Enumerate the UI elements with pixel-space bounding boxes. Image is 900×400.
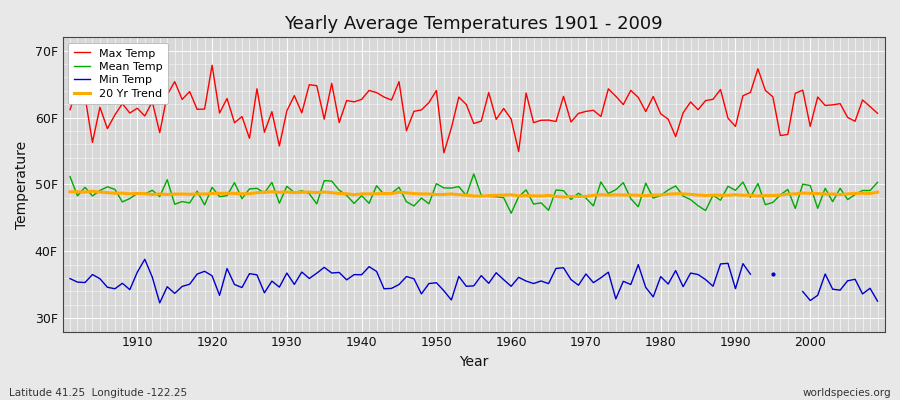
Line: Mean Temp: Mean Temp bbox=[70, 174, 878, 213]
Min Temp bbox=[506, 284, 517, 289]
Min Temp bbox=[289, 282, 300, 287]
20 Yr Trend bbox=[296, 190, 307, 194]
Mean Temp bbox=[506, 211, 517, 216]
Max Temp bbox=[610, 94, 621, 99]
Mean Temp bbox=[872, 180, 883, 185]
Min Temp bbox=[334, 270, 345, 275]
20 Yr Trend bbox=[87, 189, 98, 194]
Min Temp bbox=[65, 276, 76, 281]
20 Yr Trend bbox=[513, 194, 524, 198]
20 Yr Trend bbox=[872, 190, 883, 194]
Mean Temp bbox=[65, 174, 76, 179]
Min Temp bbox=[596, 275, 607, 280]
Min Temp bbox=[872, 299, 883, 304]
Max Temp bbox=[124, 111, 135, 116]
Legend: Max Temp, Mean Temp, Min Temp, 20 Yr Trend: Max Temp, Mean Temp, Min Temp, 20 Yr Tre… bbox=[68, 43, 168, 104]
Max Temp bbox=[341, 98, 352, 103]
Max Temp bbox=[521, 91, 532, 96]
Max Temp bbox=[438, 150, 449, 155]
Min Temp bbox=[499, 277, 509, 282]
20 Yr Trend bbox=[341, 191, 352, 196]
X-axis label: Year: Year bbox=[459, 355, 489, 369]
Max Temp bbox=[207, 63, 218, 68]
20 Yr Trend bbox=[610, 192, 621, 197]
Y-axis label: Temperature: Temperature bbox=[15, 140, 29, 228]
Mean Temp bbox=[124, 196, 135, 201]
Max Temp bbox=[65, 107, 76, 112]
Mean Temp bbox=[521, 188, 532, 192]
20 Yr Trend bbox=[558, 195, 569, 200]
Title: Yearly Average Temperatures 1901 - 2009: Yearly Average Temperatures 1901 - 2009 bbox=[284, 15, 663, 33]
Mean Temp bbox=[513, 194, 524, 199]
Line: 20 Yr Trend: 20 Yr Trend bbox=[70, 191, 878, 197]
Max Temp bbox=[513, 149, 524, 154]
Mean Temp bbox=[334, 188, 345, 192]
20 Yr Trend bbox=[65, 190, 76, 194]
Min Temp bbox=[124, 287, 135, 292]
Mean Temp bbox=[610, 187, 621, 192]
20 Yr Trend bbox=[506, 192, 517, 197]
20 Yr Trend bbox=[132, 191, 143, 196]
Line: Max Temp: Max Temp bbox=[70, 65, 878, 153]
Mean Temp bbox=[468, 172, 479, 176]
Text: worldspecies.org: worldspecies.org bbox=[803, 388, 891, 398]
Mean Temp bbox=[289, 190, 300, 195]
Line: Min Temp: Min Temp bbox=[70, 259, 878, 303]
Max Temp bbox=[296, 110, 307, 115]
Max Temp bbox=[872, 111, 883, 116]
Text: Latitude 41.25  Longitude -122.25: Latitude 41.25 Longitude -122.25 bbox=[9, 388, 187, 398]
